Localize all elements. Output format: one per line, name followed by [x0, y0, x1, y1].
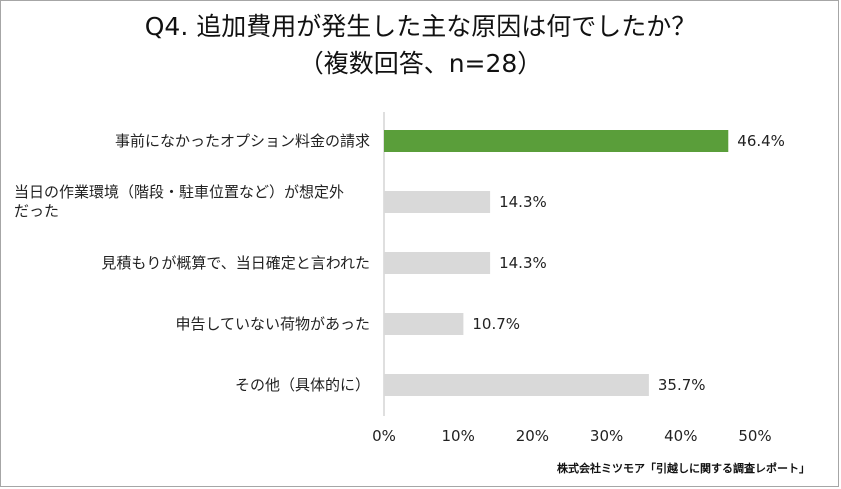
- bar: [384, 130, 729, 152]
- chart-title: Q4. 追加費用が発生した主な原因は何でしたか？: [144, 12, 697, 41]
- category-label: 申告していない荷物があった: [8, 315, 370, 334]
- x-tick-label: 30%: [590, 427, 623, 445]
- data-label: 14.3%: [499, 193, 547, 211]
- category-label: 事前になかったオプション料金の請求: [8, 132, 370, 151]
- category-label-line: 申告していない荷物があった: [175, 314, 370, 333]
- bar: [384, 313, 464, 335]
- category-label: その他（具体的に）: [8, 376, 370, 395]
- source-credit: 株式会社ミツモア「引越しに関する調査レポート」: [557, 462, 810, 475]
- category-label-line: 当日の作業環境（階段・駐車位置など）が想定外: [14, 183, 345, 201]
- category-label: 当日の作業環境（階段・駐車位置など）が想定外 だった: [14, 183, 376, 221]
- x-tick-label: 20%: [516, 427, 549, 445]
- data-label: 35.7%: [658, 376, 706, 394]
- data-label: 46.4%: [737, 132, 785, 150]
- bar: [384, 191, 491, 213]
- data-label: 10.7%: [472, 315, 520, 333]
- x-tick-label: 0%: [372, 427, 396, 445]
- chart-subtitle: （複数回答、n=28）: [298, 49, 543, 78]
- bar: [384, 374, 649, 396]
- x-tick-label: 10%: [442, 427, 475, 445]
- x-tick-label: 40%: [664, 427, 697, 445]
- category-label: 見積もりが概算で、当日確定と言われた: [8, 254, 370, 273]
- x-tick-label: 50%: [738, 427, 771, 445]
- bar: [384, 252, 491, 274]
- category-label-line: その他（具体的に）: [234, 375, 370, 394]
- category-label-line: 見積もりが概算で、当日確定と言われた: [101, 253, 370, 272]
- category-label-line: だった: [14, 202, 60, 220]
- data-label: 14.3%: [499, 254, 547, 272]
- category-label-line: 事前になかったオプション料金の請求: [114, 131, 370, 150]
